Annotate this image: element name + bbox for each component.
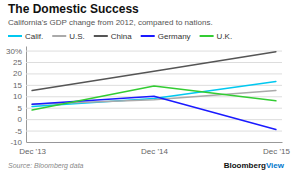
grid-line <box>26 62 282 63</box>
legend: Calif. U.S. China Germany U.K. <box>8 32 232 41</box>
lines <box>32 52 276 130</box>
legend-item: U.S. <box>52 32 85 41</box>
y-tick-label: 5 <box>18 104 23 113</box>
source: Source: Bloomberg data <box>8 162 84 170</box>
legend-label: China <box>111 32 132 41</box>
legend-label: U.K. <box>217 32 233 41</box>
y-tick-label: 15 <box>13 81 22 90</box>
legend-item: Germany <box>141 32 191 41</box>
x-axis-line <box>27 142 283 143</box>
y-tick: -5 <box>15 127 282 136</box>
y-tick: 15 <box>13 81 282 90</box>
y-tick: 20 <box>13 69 282 78</box>
legend-swatch <box>141 35 155 37</box>
plot: -10-5051015202530%Dec '13Dec '14Dec '15 <box>6 47 290 156</box>
legend-swatch <box>52 35 66 37</box>
x-tick-label: Dec '13 <box>19 147 46 156</box>
series-line <box>32 52 276 91</box>
y-tick-label: 30% <box>6 47 22 56</box>
series-line <box>32 86 276 110</box>
y-tick-label: 25 <box>13 58 22 67</box>
subtitle: California's GDP change from 2012, compa… <box>8 18 213 27</box>
x-tick-label: Dec '15 <box>263 147 290 156</box>
x-tick: Dec '13 <box>19 147 46 156</box>
y-tick: 30% <box>6 47 282 56</box>
y-tick-label: 10 <box>13 92 22 101</box>
annotation: Bloomberg <box>224 161 266 170</box>
y-tick-label: -5 <box>15 127 23 136</box>
y-axis: -10-5051015202530% <box>6 47 282 148</box>
grid-line <box>26 51 282 52</box>
y-axis-line <box>26 47 27 143</box>
chart: The Domestic Success California's GDP cha… <box>0 0 292 172</box>
grid-line <box>26 142 282 143</box>
annotation: View <box>266 161 285 170</box>
legend-item: China <box>94 32 132 41</box>
legend-swatch <box>94 35 108 37</box>
x-tick: Dec '15 <box>263 147 290 156</box>
y-tick: 25 <box>13 58 282 67</box>
legend-swatch <box>8 35 22 37</box>
grid-line <box>26 108 282 109</box>
x-tick-label: Dec '14 <box>141 147 168 156</box>
grid-line <box>26 131 282 132</box>
legend-label: U.S. <box>69 32 85 41</box>
series-line <box>32 96 276 129</box>
legend-label: Germany <box>158 32 191 41</box>
x-tick: Dec '14 <box>141 147 168 156</box>
grid-line <box>26 73 282 74</box>
legend-item: Calif. <box>8 32 43 41</box>
x-axis: Dec '13 Dec '14 Dec '15 <box>19 143 290 156</box>
branding: BloombergView <box>224 161 285 170</box>
y-tick-label: 20 <box>13 69 22 78</box>
legend-swatch <box>200 35 214 37</box>
y-tick-label: 0 <box>18 115 23 124</box>
legend-item: U.K. <box>200 32 233 41</box>
legend-label: Calif. <box>25 32 43 41</box>
title: The Domestic Success <box>8 2 139 16</box>
